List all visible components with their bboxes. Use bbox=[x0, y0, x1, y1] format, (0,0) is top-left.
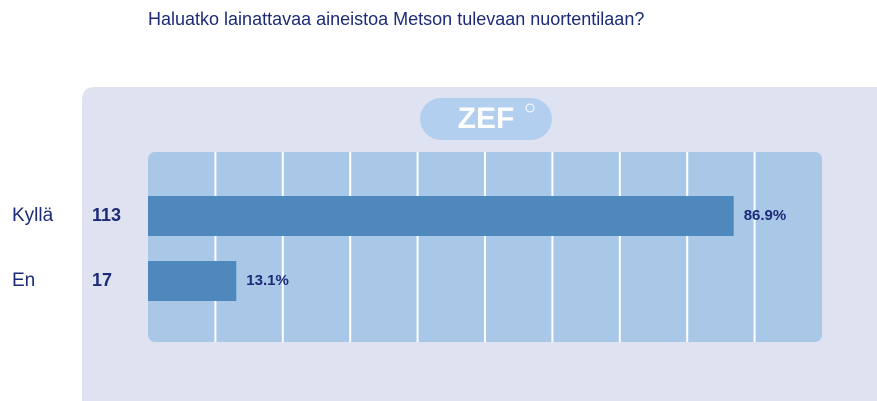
category-label: Kyllä bbox=[12, 205, 54, 226]
logo-pill bbox=[420, 98, 552, 140]
logo: ZEF bbox=[458, 102, 515, 135]
bar bbox=[148, 196, 734, 236]
count-label: 113 bbox=[92, 205, 121, 225]
logo-mark bbox=[525, 103, 535, 113]
category-label: En bbox=[12, 270, 35, 291]
value-label: 86.9% bbox=[744, 207, 787, 224]
count-label: 17 bbox=[92, 270, 112, 290]
value-label: 13.1% bbox=[246, 272, 289, 289]
bar bbox=[148, 261, 237, 301]
chart-title: Haluatko lainattavaa aineistoa Metson tu… bbox=[148, 9, 645, 29]
